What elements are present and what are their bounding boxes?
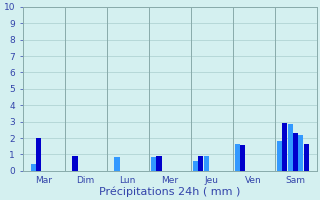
Bar [240, 145, 245, 171]
Bar [204, 156, 209, 171]
Bar [198, 156, 204, 171]
Bar [235, 144, 240, 171]
Bar [156, 156, 162, 171]
Bar [30, 164, 36, 171]
Bar [277, 141, 282, 171]
Bar [73, 156, 77, 171]
Bar [115, 157, 119, 171]
Bar [193, 161, 198, 171]
Bar [36, 138, 41, 171]
Bar [304, 144, 308, 171]
Bar [298, 135, 303, 171]
Bar [288, 124, 293, 171]
Bar [151, 157, 156, 171]
X-axis label: Précipitations 24h ( mm ): Précipitations 24h ( mm ) [99, 186, 240, 197]
Bar [283, 123, 287, 171]
Bar [293, 133, 298, 171]
